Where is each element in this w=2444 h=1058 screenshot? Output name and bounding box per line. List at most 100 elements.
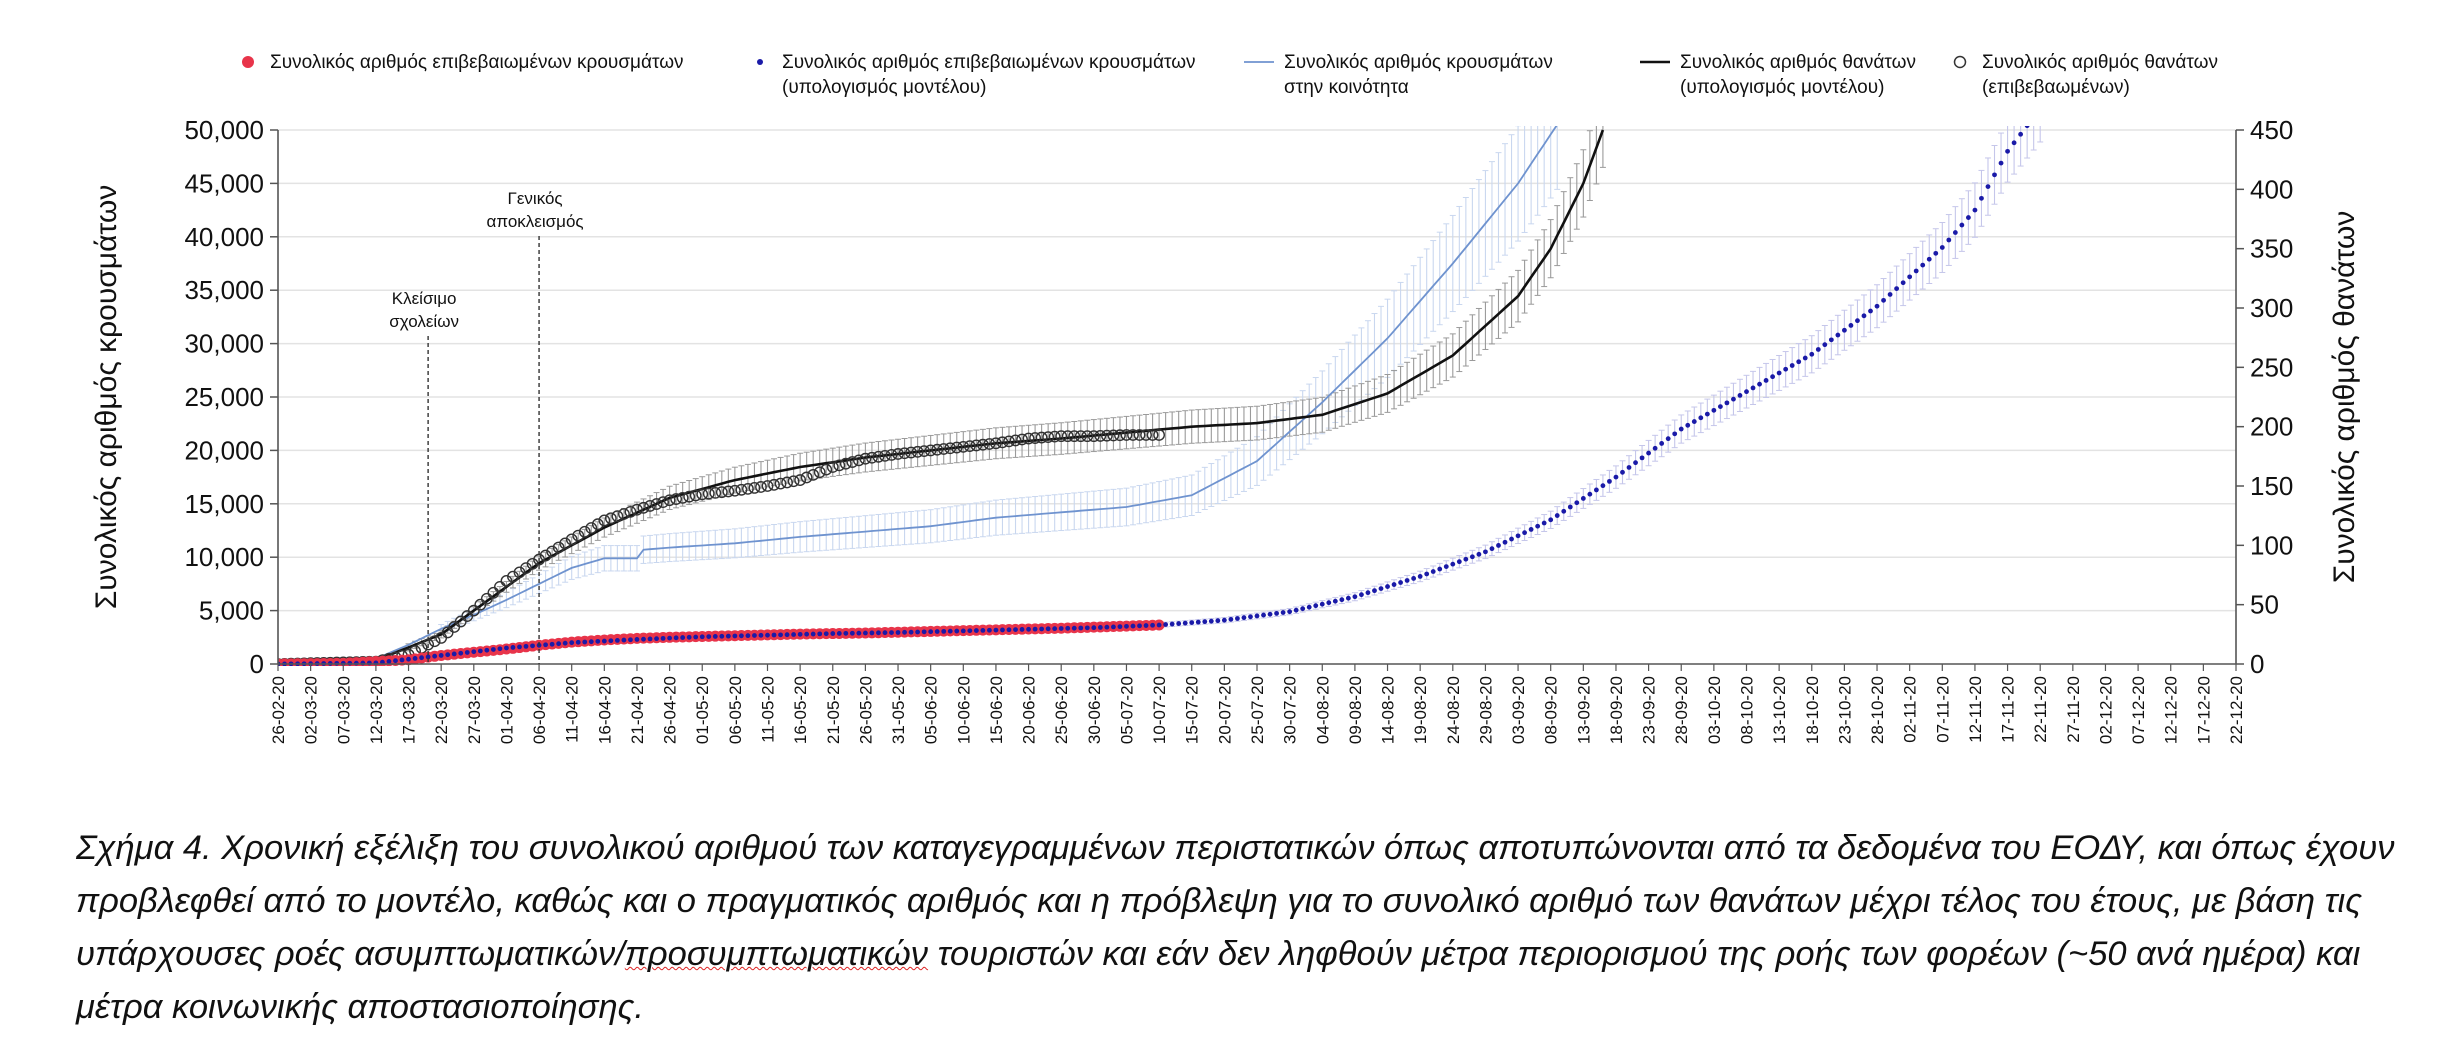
point-model-cases (1698, 415, 1704, 421)
point-model-cases (1293, 607, 1299, 613)
point-deaths-observed (670, 493, 683, 505)
tick-label-x: 20-07-20 (1215, 676, 1234, 744)
point-model-cases (1476, 551, 1482, 557)
point-model-cases (1731, 396, 1736, 402)
point-model-cases (830, 631, 836, 636)
point-deaths-observed (1074, 430, 1087, 443)
tick-label-x: 03-09-20 (1509, 676, 1528, 744)
point-model-cases (1502, 539, 1508, 545)
legend-label: Συνολικός αριθμός θανάτων (1982, 52, 2218, 73)
point-deaths-observed (937, 443, 950, 455)
point-model-cases (1326, 600, 1332, 606)
point-deaths-observed (689, 489, 702, 502)
point-model-cases (1032, 626, 1038, 632)
point-model-cases (882, 630, 888, 636)
point-deaths-observed (637, 501, 650, 514)
tick-label-right: 250 (2250, 352, 2293, 382)
point-model-cases (993, 627, 999, 633)
point-model-cases (817, 631, 823, 637)
point-deaths-observed (474, 598, 487, 611)
point-model-cases (1574, 500, 1580, 506)
point-deaths-observed (1042, 431, 1055, 444)
point-model-cases (484, 647, 490, 653)
point-model-cases (2011, 140, 2017, 146)
point-model-cases (1365, 590, 1371, 596)
point-model-cases (915, 629, 921, 635)
point-model-cases (1979, 195, 1984, 201)
point-model-cases (1672, 431, 1678, 437)
point-deaths-observed (520, 562, 532, 575)
point-model-cases (1065, 625, 1071, 631)
point-model-cases (1763, 378, 1769, 383)
point-model-cases (504, 645, 509, 651)
tick-label-x: 15-06-20 (987, 676, 1006, 744)
point-model-cases (510, 645, 516, 650)
tick-label-x: 02-11-20 (1901, 676, 1920, 743)
point-model-cases (693, 634, 699, 640)
point-model-cases (432, 653, 438, 659)
point-deaths-observed (748, 481, 761, 494)
point-deaths-observed (604, 512, 617, 525)
point-model-cases (1111, 624, 1116, 630)
point-deaths-observed (807, 468, 820, 481)
tick-label-x: 12-11-20 (1966, 676, 1985, 743)
point-deaths-observed (657, 496, 669, 509)
legend-label: (υπολογισμός μοντέλου) (1680, 77, 1884, 98)
point-model-cases (849, 630, 855, 636)
tick-label-x: 14-08-20 (1379, 676, 1398, 744)
point-model-cases (1267, 611, 1273, 617)
legend-marker-red-dot (242, 56, 254, 68)
point-model-cases (2005, 148, 2010, 154)
point-deaths-observed (774, 477, 787, 490)
point-model-cases (1952, 230, 1958, 235)
point-model-cases (1202, 619, 1208, 625)
point-model-cases (1548, 517, 1554, 523)
point-model-cases (667, 635, 672, 641)
annotations: Κλείσιμο σχολείων Γενικός αποκλεισμός (389, 189, 584, 664)
point-model-cases (1359, 592, 1364, 598)
tick-label-left: 5,000 (199, 596, 264, 626)
point-model-cases (928, 629, 934, 635)
tick-label-x: 23-10-20 (1835, 676, 1854, 744)
point-deaths-observed (931, 443, 944, 456)
point-model-cases (1045, 626, 1051, 632)
tick-label-x: 26-04-20 (661, 676, 680, 744)
tick-label-x: 29-08-20 (1476, 676, 1495, 744)
caption-text-underlined: προσυμπτωματικών (624, 935, 929, 973)
point-model-cases (1685, 422, 1691, 428)
legend-label: (επιβεβαωμένων) (1982, 77, 2130, 98)
legend-label: Συνολικός αριθμός κρουσμάτων (1284, 52, 1553, 73)
point-model-cases (784, 632, 790, 638)
point-deaths-observed (507, 570, 519, 583)
tick-label-x: 21-04-20 (628, 676, 647, 744)
point-model-cases (1000, 627, 1005, 633)
tick-label-x: 18-10-20 (1803, 676, 1822, 744)
legend-label: στην κοινότητα (1284, 77, 1409, 98)
point-deaths-observed (513, 566, 526, 579)
point-model-cases (1019, 627, 1025, 632)
point-model-cases (719, 633, 725, 639)
point-model-cases (1554, 513, 1560, 518)
point-deaths-observed (846, 456, 859, 468)
tick-label-x: 22-12-20 (2227, 676, 2246, 744)
point-model-cases (445, 652, 451, 658)
tick-label-x: 08-09-20 (1542, 676, 1561, 744)
point-deaths-observed (813, 466, 826, 479)
point-deaths-observed (859, 452, 872, 465)
tick-label-x: 12-03-20 (367, 676, 386, 744)
point-deaths-observed (728, 484, 741, 497)
point-deaths-observed (787, 475, 800, 488)
point-model-cases (523, 643, 529, 649)
point-model-cases (947, 628, 953, 634)
tick-label-x: 19-08-20 (1411, 676, 1430, 744)
point-model-cases (1939, 245, 1945, 250)
point-deaths-observed (1003, 435, 1015, 448)
point-model-cases (1254, 613, 1260, 619)
point-deaths-observed (898, 447, 911, 460)
point-model-cases (490, 647, 496, 652)
point-model-cases (1704, 411, 1710, 417)
y-axis-label-left: Συνολικός αριθμός κρουσμάτων (90, 185, 123, 610)
point-deaths-observed (1068, 430, 1081, 443)
point-model-cases (1261, 612, 1266, 618)
figure-caption: Σχήμα 4. Χρονική εξέλιξη του συνολικού α… (76, 822, 2406, 1034)
